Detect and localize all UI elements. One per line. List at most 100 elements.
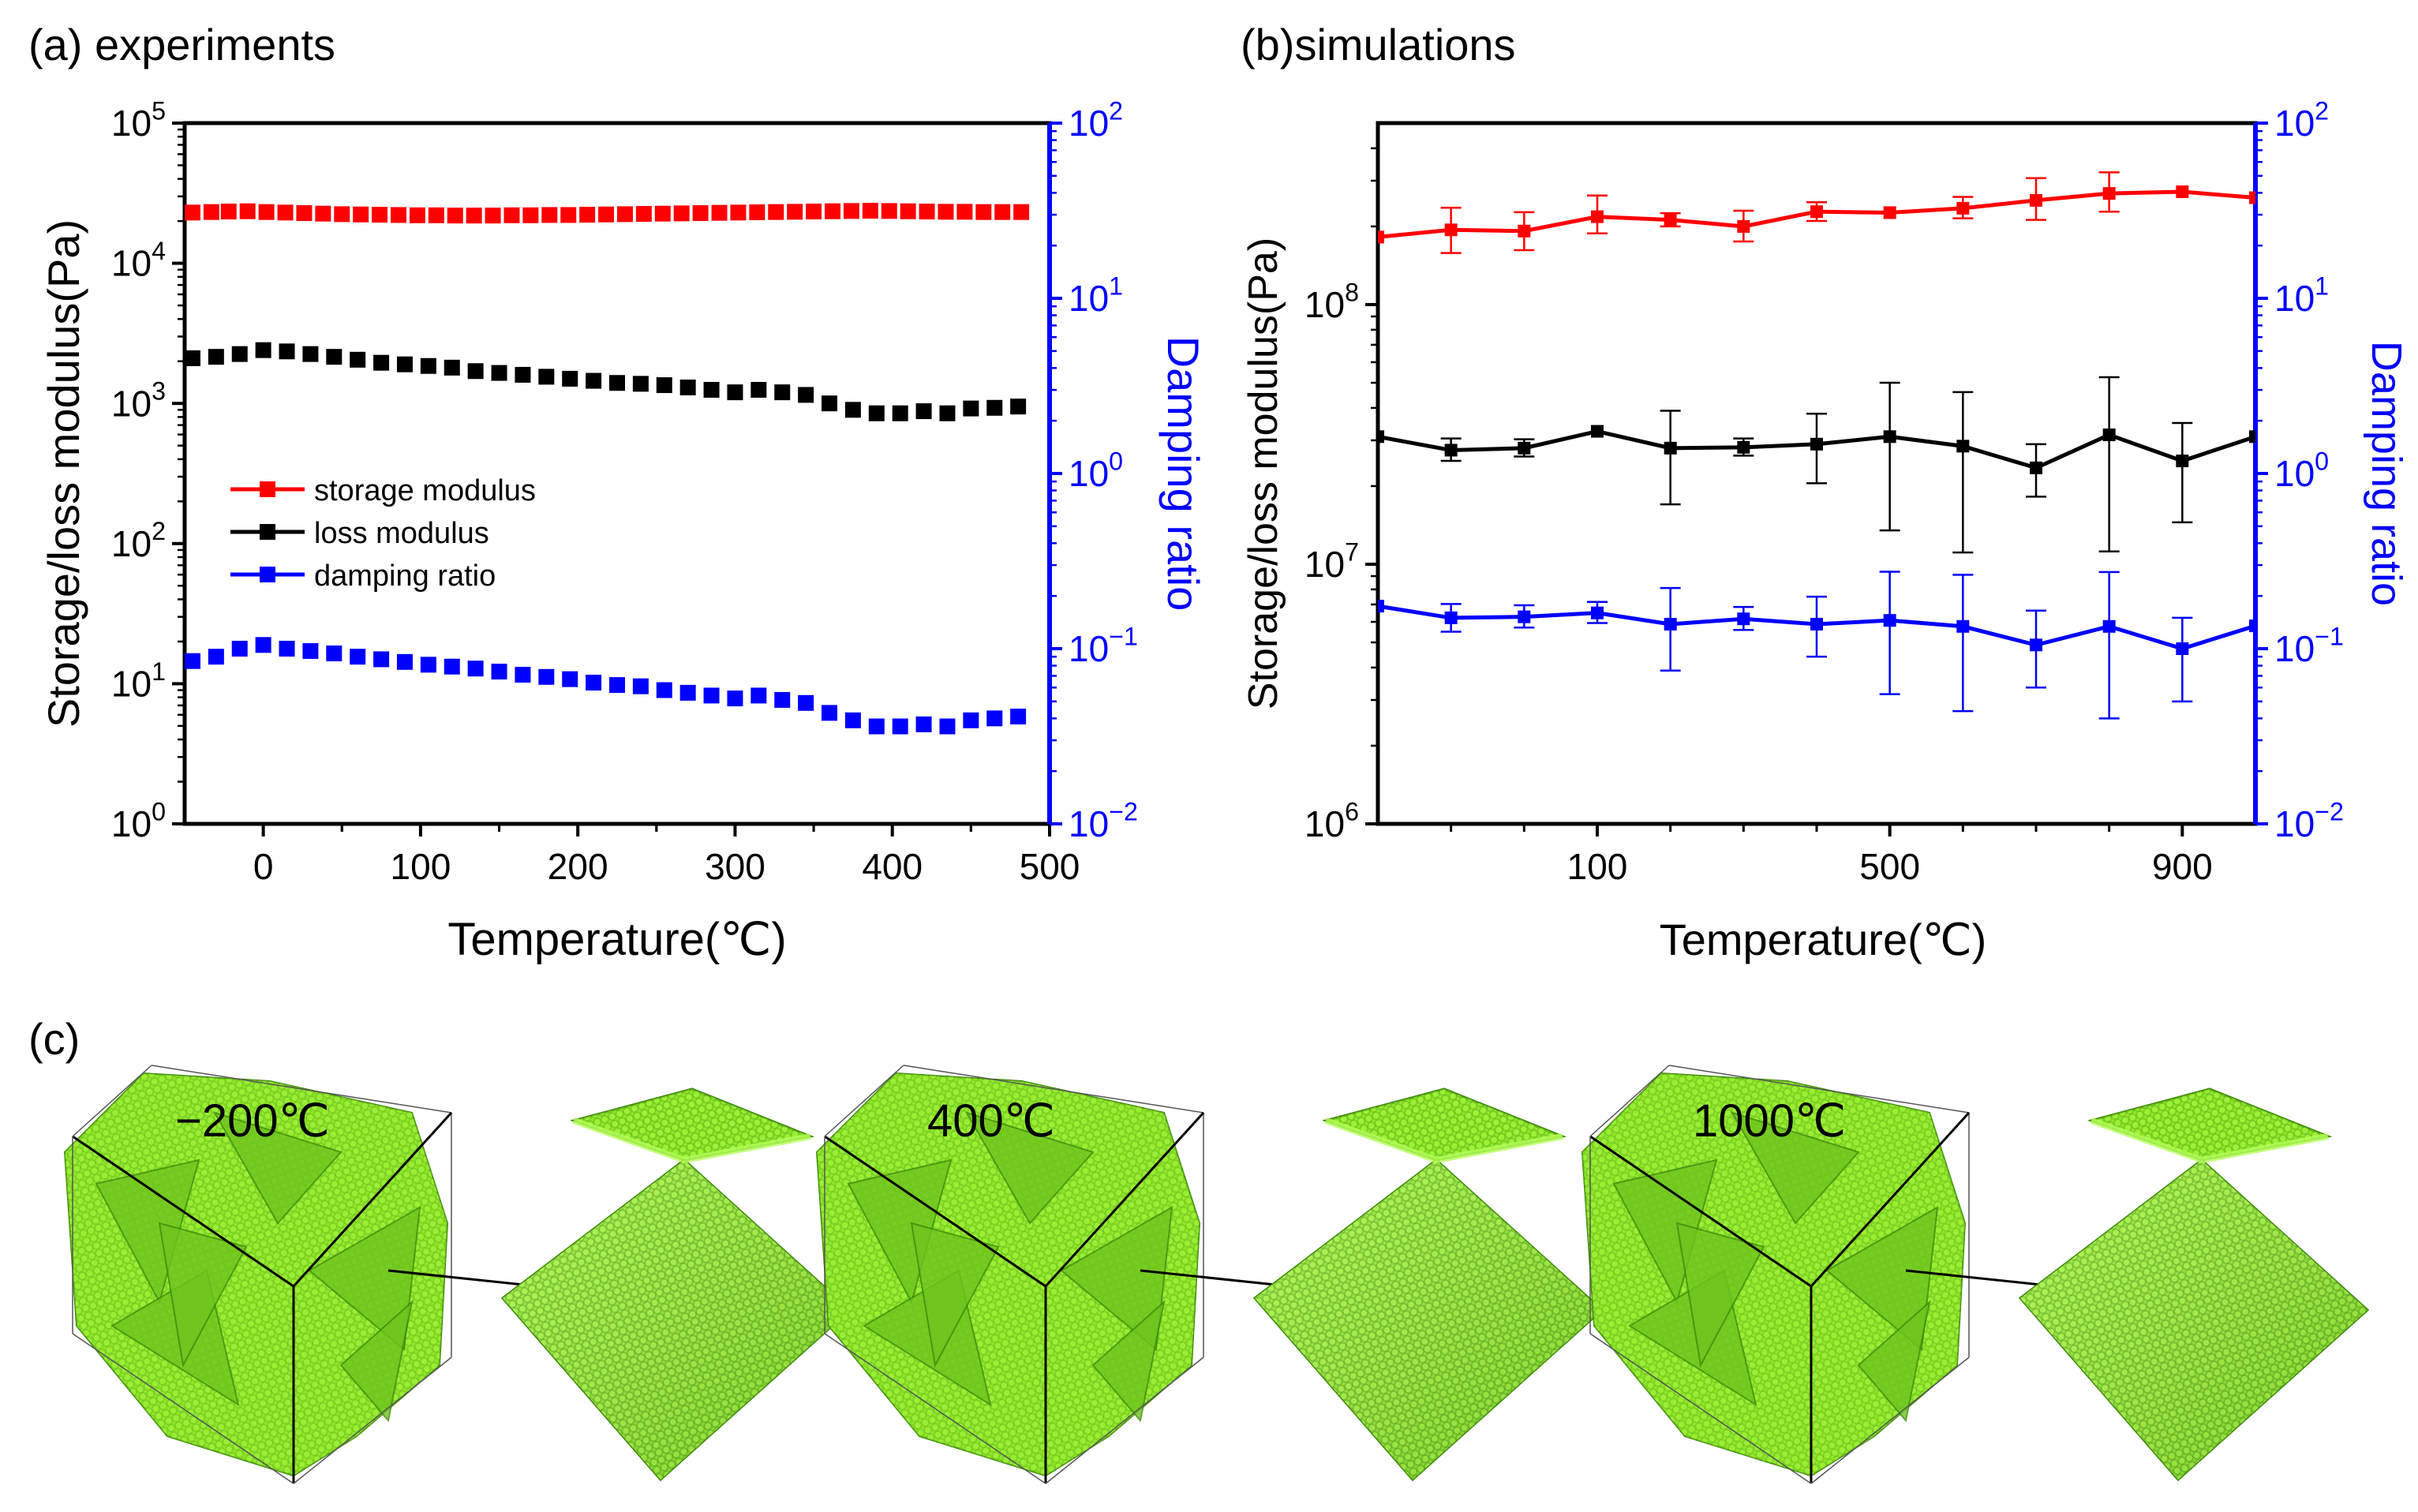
data-point bbox=[326, 645, 342, 661]
data-point bbox=[279, 343, 295, 360]
tick-label: 106 bbox=[1304, 797, 1359, 844]
data-point bbox=[491, 664, 507, 680]
x-tick-label: 500 bbox=[1859, 846, 1920, 887]
legend-item: damping ratio bbox=[230, 560, 496, 593]
data-point bbox=[579, 207, 596, 223]
data-point bbox=[2102, 187, 2116, 200]
data-point bbox=[326, 349, 342, 365]
tick-label: 10−2 bbox=[2274, 797, 2344, 844]
data-point bbox=[806, 204, 822, 220]
data-point bbox=[467, 661, 484, 677]
data-point bbox=[1737, 612, 1750, 626]
data-point bbox=[1883, 206, 1896, 219]
data-point bbox=[185, 653, 200, 669]
data-point bbox=[963, 400, 979, 417]
data-point bbox=[679, 684, 696, 701]
data-point bbox=[350, 649, 366, 665]
flake bbox=[1825, 1206, 1939, 1351]
tick-label: 102 bbox=[2274, 96, 2329, 144]
data-point bbox=[315, 205, 331, 222]
series-damping-ratio bbox=[185, 637, 1027, 735]
flake bbox=[910, 1222, 1000, 1368]
tick-label: 103 bbox=[111, 377, 166, 425]
snapshot-2: 400℃ bbox=[815, 1065, 1604, 1484]
tick-label: 10−1 bbox=[1069, 622, 1138, 669]
data-point bbox=[994, 204, 1011, 220]
data-point bbox=[616, 206, 633, 223]
x-tick-label: 100 bbox=[391, 846, 451, 887]
data-point bbox=[1378, 600, 1384, 613]
data-point bbox=[1810, 437, 1823, 451]
right-y-axis-ticks: 10−2 10−1 100 101 102 bbox=[1050, 96, 1138, 844]
data-point bbox=[208, 649, 224, 665]
data-point bbox=[986, 399, 1003, 416]
data-point bbox=[881, 203, 897, 219]
data-point bbox=[296, 205, 313, 222]
right-y-axis-ticks: 10−2 10−1 100 101 102 bbox=[2255, 96, 2344, 844]
data-point bbox=[938, 204, 954, 220]
series-storage-modulus bbox=[185, 203, 1030, 224]
temperature-label: 1000℃ bbox=[1693, 1095, 1846, 1147]
data-point bbox=[844, 712, 861, 728]
data-point bbox=[727, 691, 743, 707]
data-point bbox=[609, 677, 625, 694]
data-point bbox=[420, 357, 436, 374]
data-point bbox=[868, 405, 885, 421]
data-point bbox=[491, 365, 507, 381]
transition-arrow bbox=[387, 1269, 540, 1290]
data-point bbox=[825, 203, 841, 219]
data-point bbox=[220, 204, 237, 220]
data-point bbox=[727, 384, 743, 401]
data-point bbox=[892, 718, 908, 735]
data-point bbox=[798, 387, 814, 403]
data-point bbox=[562, 370, 578, 387]
flake bbox=[308, 1206, 421, 1351]
data-point bbox=[2176, 455, 2189, 468]
data-point bbox=[1883, 430, 1896, 443]
data-point bbox=[2030, 461, 2042, 474]
data-point bbox=[409, 207, 425, 223]
data-point bbox=[444, 658, 460, 675]
legend-label: loss modulus bbox=[314, 517, 489, 550]
amorphous-flakes bbox=[1581, 1072, 1967, 1477]
legend-item: loss modulus bbox=[230, 517, 489, 550]
data-point bbox=[787, 204, 803, 220]
x-tick-label: 400 bbox=[862, 846, 923, 887]
data-point bbox=[258, 204, 275, 220]
data-point bbox=[350, 351, 366, 368]
data-point bbox=[444, 359, 460, 376]
transition-arrow bbox=[1905, 1269, 2057, 1290]
x-tick-label: 100 bbox=[1567, 846, 1628, 887]
y-axis-label: Storage/loss modulus(Pa) bbox=[1241, 238, 1286, 709]
data-point bbox=[1518, 610, 1531, 623]
graphene-sheet bbox=[2018, 1087, 2370, 1482]
x-axis-label: Temperature(℃) bbox=[447, 914, 786, 965]
data-point bbox=[255, 637, 271, 653]
data-point bbox=[2030, 193, 2042, 207]
panel-a-experiments: (a) experiments 0 100 200 300 400 500 1001011… bbox=[28, 20, 1208, 965]
x-tick-label: 900 bbox=[2152, 846, 2213, 887]
x-axis-label: Temperature(℃) bbox=[1660, 915, 1987, 964]
data-point bbox=[372, 207, 388, 223]
data-point bbox=[868, 718, 885, 735]
flake bbox=[964, 1111, 1095, 1225]
data-point bbox=[939, 718, 956, 735]
data-point bbox=[915, 716, 932, 732]
flake bbox=[212, 1111, 342, 1225]
tick-label: 101 bbox=[2274, 271, 2329, 319]
data-point bbox=[1444, 443, 1458, 457]
legend-marker bbox=[260, 524, 275, 540]
tick-label: 102 bbox=[1069, 96, 1123, 144]
data-point bbox=[562, 671, 578, 687]
legend-label: damping ratio bbox=[314, 560, 496, 593]
data-point bbox=[208, 349, 224, 365]
data-point bbox=[185, 204, 200, 221]
data-point bbox=[503, 207, 520, 223]
data-point bbox=[467, 363, 484, 380]
data-point bbox=[1378, 430, 1384, 443]
data-point bbox=[1010, 399, 1027, 415]
data-point bbox=[515, 667, 531, 683]
panel-c-label: (c) bbox=[28, 1014, 80, 1064]
data-point bbox=[1378, 230, 1384, 244]
